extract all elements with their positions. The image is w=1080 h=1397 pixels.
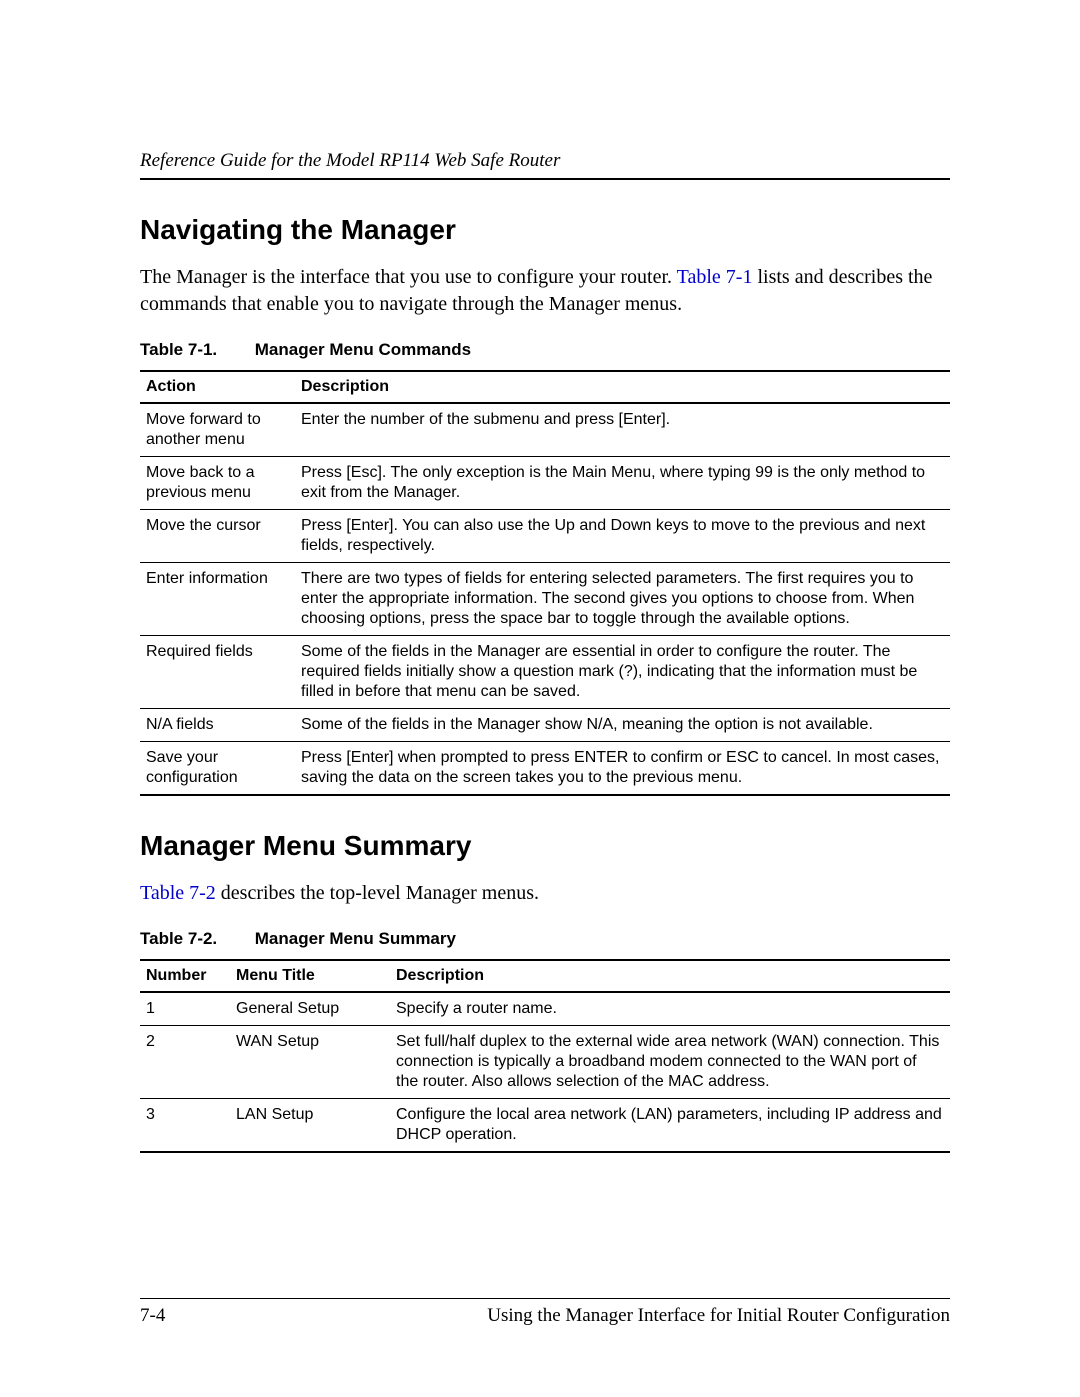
cell-desc: Press [Enter] when prompted to press ENT… (295, 742, 950, 796)
table-manager-commands: Action Description Move forward to anoth… (140, 370, 950, 796)
table-header-row: Number Menu Title Description (140, 960, 950, 992)
caption-table-7-2: Table 7-2. Manager Menu Summary (140, 929, 950, 949)
caption-num: Table 7-2. (140, 929, 250, 949)
cell-action: Enter information (140, 563, 295, 636)
page-footer: 7-4 Using the Manager Interface for Init… (140, 1298, 950, 1327)
table-row: 3LAN SetupConfigure the local area netwo… (140, 1099, 950, 1153)
cell-action: Required fields (140, 636, 295, 709)
xref-table-7-1[interactable]: Table 7-1 (677, 266, 753, 288)
cell-num: 1 (140, 992, 230, 1026)
cell-desc: Some of the fields in the Manager show N… (295, 709, 950, 742)
table-row: Move the cursorPress [Enter]. You can al… (140, 510, 950, 563)
cell-action: Save your configuration (140, 742, 295, 796)
caption-title: Manager Menu Commands (255, 340, 471, 359)
cell-action: Move back to a previous menu (140, 457, 295, 510)
table-row: N/A fieldsSome of the fields in the Mana… (140, 709, 950, 742)
caption-title: Manager Menu Summary (255, 929, 456, 948)
cell-action: N/A fields (140, 709, 295, 742)
table-row: Save your configurationPress [Enter] whe… (140, 742, 950, 796)
para2-post: describes the top-level Manager menus. (216, 882, 539, 904)
page: Reference Guide for the Model RP114 Web … (0, 0, 1080, 1397)
table-row: Enter informationThere are two types of … (140, 563, 950, 636)
table-row: Move back to a previous menuPress [Esc].… (140, 457, 950, 510)
cell-action: Move forward to another menu (140, 403, 295, 457)
table-row: 2WAN SetupSet full/half duplex to the ex… (140, 1026, 950, 1099)
cell-num: 2 (140, 1026, 230, 1099)
cell-desc: There are two types of fields for enteri… (295, 563, 950, 636)
cell-title: LAN Setup (230, 1099, 390, 1153)
col-menu-title: Menu Title (230, 960, 390, 992)
cell-action: Move the cursor (140, 510, 295, 563)
cell-desc: Configure the local area network (LAN) p… (390, 1099, 950, 1153)
cell-desc: Enter the number of the submenu and pres… (295, 403, 950, 457)
page-number: 7-4 (140, 1305, 165, 1327)
col-action: Action (140, 371, 295, 403)
cell-desc: Press [Enter]. You can also use the Up a… (295, 510, 950, 563)
col-description: Description (390, 960, 950, 992)
table-menu-summary: Number Menu Title Description 1General S… (140, 959, 950, 1153)
xref-table-7-2[interactable]: Table 7-2 (140, 882, 216, 904)
caption-table-7-1: Table 7-1. Manager Menu Commands (140, 340, 950, 360)
table-row: 1General SetupSpecify a router name. (140, 992, 950, 1026)
para-intro-2: Table 7-2 describes the top-level Manage… (140, 880, 950, 907)
cell-num: 3 (140, 1099, 230, 1153)
table-row: Required fieldsSome of the fields in the… (140, 636, 950, 709)
heading-summary: Manager Menu Summary (140, 830, 950, 862)
table-header-row: Action Description (140, 371, 950, 403)
cell-title: WAN Setup (230, 1026, 390, 1099)
table-row: Move forward to another menuEnter the nu… (140, 403, 950, 457)
col-description: Description (295, 371, 950, 403)
col-number: Number (140, 960, 230, 992)
cell-desc: Press [Esc]. The only exception is the M… (295, 457, 950, 510)
cell-desc: Set full/half duplex to the external wid… (390, 1026, 950, 1099)
cell-desc: Some of the fields in the Manager are es… (295, 636, 950, 709)
running-header: Reference Guide for the Model RP114 Web … (140, 150, 950, 180)
chapter-title: Using the Manager Interface for Initial … (487, 1305, 950, 1327)
cell-title: General Setup (230, 992, 390, 1026)
para-intro-1: The Manager is the interface that you us… (140, 264, 950, 318)
cell-desc: Specify a router name. (390, 992, 950, 1026)
para1-pre: The Manager is the interface that you us… (140, 266, 677, 288)
caption-num: Table 7-1. (140, 340, 250, 360)
heading-navigating: Navigating the Manager (140, 214, 950, 246)
